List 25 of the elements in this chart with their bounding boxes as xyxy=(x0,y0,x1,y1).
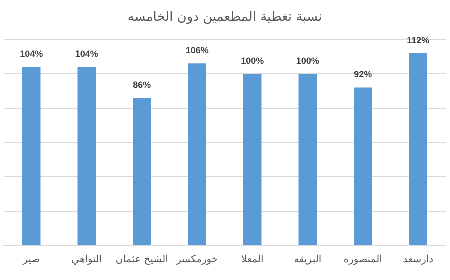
x-tick-label: المنصوره xyxy=(344,254,382,266)
data-label: 106% xyxy=(186,46,209,56)
x-tick-label: الشيخ عثمان xyxy=(116,254,168,266)
bar xyxy=(409,53,428,246)
chart-title: نسبة تغطية المطعمين دون الخامسه xyxy=(128,10,322,26)
data-label: 112% xyxy=(407,35,430,46)
data-label: 100% xyxy=(296,56,320,66)
data-label: 92% xyxy=(354,70,372,80)
x-tick-label: المعلا xyxy=(241,254,264,266)
bar xyxy=(188,64,206,246)
x-tick-label: صير xyxy=(22,254,40,266)
bar xyxy=(354,88,372,246)
x-tick-label: التواهي xyxy=(72,254,102,266)
data-label: 100% xyxy=(241,56,264,66)
data-label: 104% xyxy=(20,49,44,60)
data-label: 86% xyxy=(133,80,152,90)
bar xyxy=(133,98,152,246)
x-tick-label: البريقه xyxy=(294,254,322,266)
bar xyxy=(298,74,317,246)
bar xyxy=(22,67,41,246)
x-tick-label: خورمكسر xyxy=(176,254,218,266)
bar xyxy=(244,74,262,246)
bar xyxy=(78,67,96,246)
x-tick-label: دارسعد xyxy=(403,254,434,266)
data-label: 104% xyxy=(75,49,98,60)
